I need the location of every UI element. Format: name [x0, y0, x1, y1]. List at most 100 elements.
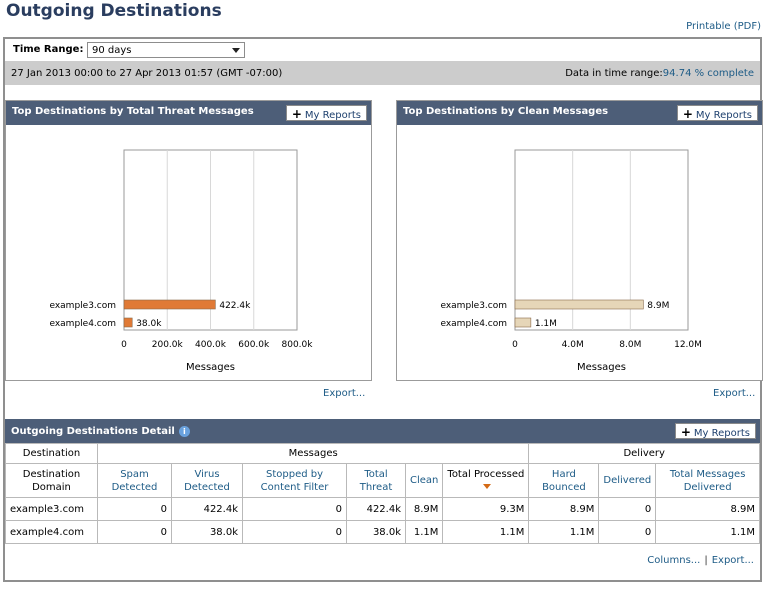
data-label: 422.4k — [219, 301, 251, 311]
col-stopped-by-content-filter[interactable]: Stopped by Content Filter — [242, 463, 347, 498]
cell-domain: example3.com — [5, 497, 98, 521]
bar — [514, 317, 532, 328]
detail-title: Outgoing Destinations Detail — [11, 426, 175, 437]
x-tick-label: 600.0k — [238, 340, 270, 350]
col-clean[interactable]: Clean — [404, 463, 444, 498]
cell-total-processed: 1.1M — [442, 520, 530, 544]
x-tick-label: 0 — [121, 340, 127, 350]
cell-total-delivered: 8.9M — [655, 497, 760, 521]
group-header-row: Destination Messages Delivery — [5, 443, 760, 464]
my-reports-label: My Reports — [304, 110, 361, 121]
cell-total-processed: 9.3M — [442, 497, 530, 521]
detail-table: Destination Messages Delivery Destinatio… — [5, 443, 760, 544]
time-range-label: Time Range: — [13, 44, 84, 55]
group-delivery: Delivery — [528, 443, 760, 464]
data-label: 1.1M — [535, 319, 557, 329]
col-destination-domain: Destination Domain — [5, 463, 98, 498]
cell-spam: 0 — [97, 497, 172, 521]
cell-virus: 422.4k — [171, 497, 243, 521]
x-tick-label: 8.0M — [619, 340, 641, 350]
threat-chart: 0 200.0k 400.0k 600.0k 800.0k example3.com 422… — [49, 149, 314, 373]
col-hard-bounced[interactable]: Hard Bounced — [528, 463, 600, 498]
clean-export-link[interactable]: Export... — [713, 388, 756, 399]
x-tick-label: 0 — [512, 340, 518, 350]
plus-icon: + — [680, 425, 691, 439]
cell-stopped: 0 — [242, 520, 347, 544]
sort-desc-icon — [482, 484, 491, 489]
col-total-threat[interactable]: Total Threat — [346, 463, 406, 498]
column-header-row: Destination Domain Spam Detected Virus D… — [5, 463, 760, 498]
time-range-value: 90 days — [92, 45, 132, 56]
clean-panel: Top Destinations by Clean Messages + My R… — [396, 100, 763, 381]
my-reports-button[interactable]: + My Reports — [674, 423, 756, 439]
time-range-row: Time Range: 90 days — [5, 39, 760, 61]
x-tick-label: 12.0M — [674, 340, 702, 350]
col-spam-detected[interactable]: Spam Detected — [97, 463, 172, 498]
cell-clean: 1.1M — [404, 520, 444, 544]
clean-panel-header: Top Destinations by Clean Messages + My R… — [397, 101, 762, 125]
group-destination: Destination — [5, 443, 98, 464]
x-tick-label: 400.0k — [195, 340, 227, 350]
my-reports-button[interactable]: + My Reports — [676, 105, 758, 121]
category-label: example4.com — [49, 319, 116, 329]
export-link[interactable]: Export... — [711, 555, 754, 566]
chevron-down-icon — [232, 48, 240, 53]
x-tick-label: 800.0k — [282, 340, 314, 350]
data-label: 38.0k — [136, 319, 162, 329]
col-virus-detected[interactable]: Virus Detected — [171, 463, 243, 498]
x-tick-label: 200.0k — [152, 340, 184, 350]
cell-virus: 38.0k — [171, 520, 243, 544]
time-range-select[interactable]: 90 days — [87, 42, 245, 58]
link-separator: | — [704, 555, 708, 566]
cell-total-threat: 422.4k — [346, 497, 406, 521]
my-reports-label: My Reports — [695, 110, 752, 121]
col-total-messages-delivered[interactable]: Total Messages Delivered — [655, 463, 760, 498]
bar — [123, 317, 133, 328]
cell-spam: 0 — [97, 520, 172, 544]
clean-chart: 0 4.0M 8.0M 12.0M example3.com 8.9M example4.c… — [440, 149, 702, 373]
detail-header: Outgoing Destinations Detail i + My Report… — [5, 419, 760, 443]
threat-panel-title: Top Destinations by Total Threat Message… — [12, 106, 254, 117]
bar — [123, 299, 216, 310]
col-delivered[interactable]: Delivered — [598, 463, 657, 498]
x-tick-label: 4.0M — [562, 340, 584, 350]
data-label: 8.9M — [647, 301, 669, 311]
my-reports-label: My Reports — [693, 428, 750, 439]
plus-icon: + — [682, 107, 693, 121]
category-label: example3.com — [440, 301, 507, 311]
cell-total-delivered: 1.1M — [655, 520, 760, 544]
info-icon[interactable]: i — [178, 426, 190, 437]
cell-clean: 8.9M — [404, 497, 444, 521]
col-total-processed[interactable]: Total Processed — [442, 463, 530, 498]
threat-export-link[interactable]: Export... — [323, 388, 366, 399]
cell-delivered: 0 — [598, 520, 657, 544]
my-reports-button[interactable]: + My Reports — [285, 105, 367, 121]
columns-link[interactable]: Columns... — [647, 555, 701, 566]
cell-delivered: 0 — [598, 497, 657, 521]
bar — [514, 299, 644, 310]
cell-total-threat: 38.0k — [346, 520, 406, 544]
x-axis-label: Messages — [186, 362, 235, 373]
cell-hard-bounced: 1.1M — [528, 520, 600, 544]
cell-domain: example4.com — [5, 520, 98, 544]
cell-stopped: 0 — [242, 497, 347, 521]
plus-icon: + — [291, 107, 302, 121]
category-label: example4.com — [440, 319, 507, 329]
table-row: example3.com 0 422.4k 0 422.4k 8.9M 9.3M… — [5, 497, 760, 521]
data-completeness-label: Data in time range: — [565, 68, 663, 79]
cell-hard-bounced: 8.9M — [528, 497, 600, 521]
report-frame: Time Range: 90 days 27 Jan 2013 00:00 to… — [3, 37, 763, 582]
group-messages: Messages — [96, 443, 530, 464]
data-completeness-link[interactable]: 94.74 % complete — [662, 68, 754, 79]
x-axis-label: Messages — [577, 362, 626, 373]
data-completeness: Data in time range:94.74 % complete — [565, 68, 754, 79]
range-bar: 27 Jan 2013 00:00 to 27 Apr 2013 01:57 (… — [5, 61, 760, 85]
table-row: example4.com 0 38.0k 0 38.0k 1.1M 1.1M 1… — [5, 520, 760, 544]
printable-pdf-link[interactable]: Printable (PDF) — [686, 21, 761, 32]
bottom-links: Columns... | Export... — [647, 555, 754, 566]
col-total-processed-label: Total Processed — [447, 468, 525, 480]
range-text: 27 Jan 2013 00:00 to 27 Apr 2013 01:57 (… — [11, 68, 283, 79]
page-title: Outgoing Destinations — [6, 1, 222, 21]
threat-panel-header: Top Destinations by Total Threat Message… — [6, 101, 371, 125]
threat-panel: Top Destinations by Total Threat Message… — [5, 100, 372, 381]
